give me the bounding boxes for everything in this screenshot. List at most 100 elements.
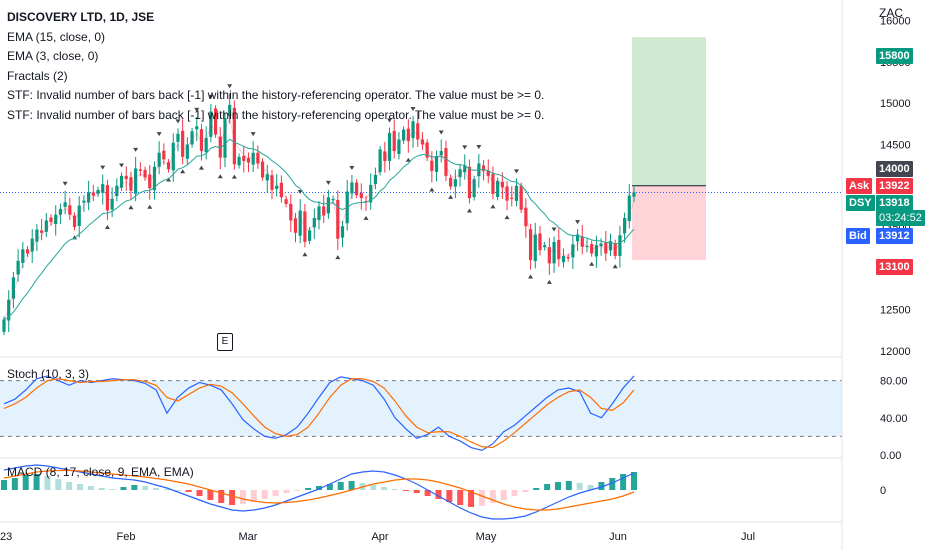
candle-body xyxy=(91,192,95,196)
candle-body xyxy=(453,179,457,187)
macd-histogram-bar xyxy=(500,490,507,500)
candle-body xyxy=(359,192,363,199)
candle-body xyxy=(369,184,373,203)
macd-histogram-bar xyxy=(478,490,485,506)
candle-body xyxy=(590,244,594,254)
macd-pane xyxy=(1,464,637,520)
candle-body xyxy=(622,217,627,234)
candle-body xyxy=(199,129,204,152)
candle-body xyxy=(275,185,279,189)
candle-body xyxy=(77,205,81,227)
macd-histogram-bar xyxy=(250,490,257,502)
candle-body xyxy=(519,185,523,210)
price-pane[interactable] xyxy=(0,37,842,336)
fractal-down-marker xyxy=(180,169,186,174)
macd-histogram-bar xyxy=(66,482,73,490)
fractal-up-marker xyxy=(325,180,331,185)
candle-body xyxy=(157,152,161,167)
macd-histogram-bar xyxy=(381,487,388,490)
price-tick-label: 14500 xyxy=(880,139,911,151)
macd-histogram-bar xyxy=(11,478,18,490)
candle-body xyxy=(402,129,406,141)
candle-body xyxy=(481,165,486,171)
fractal-up-marker xyxy=(227,84,233,89)
fractal-down-marker xyxy=(104,225,110,230)
macd-histogram-bar xyxy=(522,490,529,492)
macd-histogram-bar xyxy=(511,490,518,496)
candle-body xyxy=(566,256,570,259)
candle-body xyxy=(312,217,316,228)
macd-signal-line xyxy=(3,469,635,511)
macd-histogram-bar xyxy=(120,487,127,490)
candle-body xyxy=(547,247,551,264)
macd-histogram-bar xyxy=(565,481,572,490)
time-tick-label: Jul xyxy=(741,531,755,543)
macd-histogram-bar xyxy=(402,490,409,491)
macd-histogram-bar xyxy=(489,490,496,503)
legend-ema-15: EMA (15, close, 0) xyxy=(7,29,106,44)
stoch-d-line xyxy=(3,378,635,449)
candle-body xyxy=(585,246,589,248)
chart-legend: DISCOVERY LTD, 1D, JSE EMA (15, close, 0… xyxy=(7,8,544,125)
macd-histogram-bar xyxy=(153,488,160,490)
candle-body xyxy=(322,206,326,216)
macd-histogram-bar xyxy=(305,488,312,490)
candle-body xyxy=(82,200,86,203)
candle-body xyxy=(166,162,171,170)
candle-body xyxy=(246,158,251,163)
candle-body xyxy=(134,168,138,194)
macd-histogram-bar xyxy=(55,479,62,490)
macd-histogram-bar xyxy=(131,485,138,490)
stoch-pane xyxy=(0,375,842,451)
macd-histogram-bar xyxy=(142,486,149,490)
macd-histogram-bar xyxy=(185,490,192,492)
fractal-down-marker xyxy=(612,264,618,269)
candle-body xyxy=(213,108,218,135)
macd-histogram-bar xyxy=(44,476,51,490)
macd-histogram-bar xyxy=(239,490,246,504)
candle-body xyxy=(364,201,368,203)
candle-body xyxy=(383,151,387,161)
bid-label: Bid xyxy=(846,228,870,244)
candle-body xyxy=(500,181,504,188)
candle-body xyxy=(190,131,194,145)
candle-body xyxy=(270,175,274,190)
price-tick-label: 12000 xyxy=(880,346,911,358)
candle-body xyxy=(340,226,345,238)
candle-body xyxy=(430,160,434,171)
candle-body xyxy=(618,235,622,256)
macd-histogram-bar xyxy=(446,490,453,502)
candle-body xyxy=(110,198,114,210)
fractal-up-marker xyxy=(410,106,416,111)
candle-body xyxy=(608,241,613,251)
macd-histogram-bar xyxy=(218,490,225,503)
stop-zone xyxy=(632,185,706,261)
currency-label: ZAC xyxy=(879,6,903,20)
price-tick-label: 15000 xyxy=(880,98,911,110)
candle-body xyxy=(260,161,265,178)
candle-body xyxy=(444,148,448,176)
earnings-marker[interactable]: E xyxy=(217,333,233,351)
candle-body xyxy=(129,177,133,191)
ema-3-line xyxy=(3,116,635,320)
macd-histogram-bar xyxy=(370,485,377,490)
fractal-down-marker xyxy=(466,208,472,213)
candle-body xyxy=(439,151,443,156)
fractal-up-marker xyxy=(476,144,482,149)
candle-body xyxy=(171,142,175,171)
candle-body xyxy=(96,189,100,194)
candle-body xyxy=(496,180,500,197)
candle-body xyxy=(44,220,48,232)
macd-histogram-bar xyxy=(294,490,301,491)
fractal-down-marker xyxy=(217,174,223,179)
candle-body xyxy=(162,150,166,160)
candle-body xyxy=(237,156,241,166)
fractal-down-marker xyxy=(504,215,510,220)
macd-histogram-bar xyxy=(348,481,355,490)
stop-price-tag: 13100 xyxy=(876,259,913,275)
candle-body xyxy=(58,208,63,215)
fractal-down-marker xyxy=(128,205,134,210)
candle-body xyxy=(575,234,580,242)
candle-body xyxy=(472,179,476,198)
